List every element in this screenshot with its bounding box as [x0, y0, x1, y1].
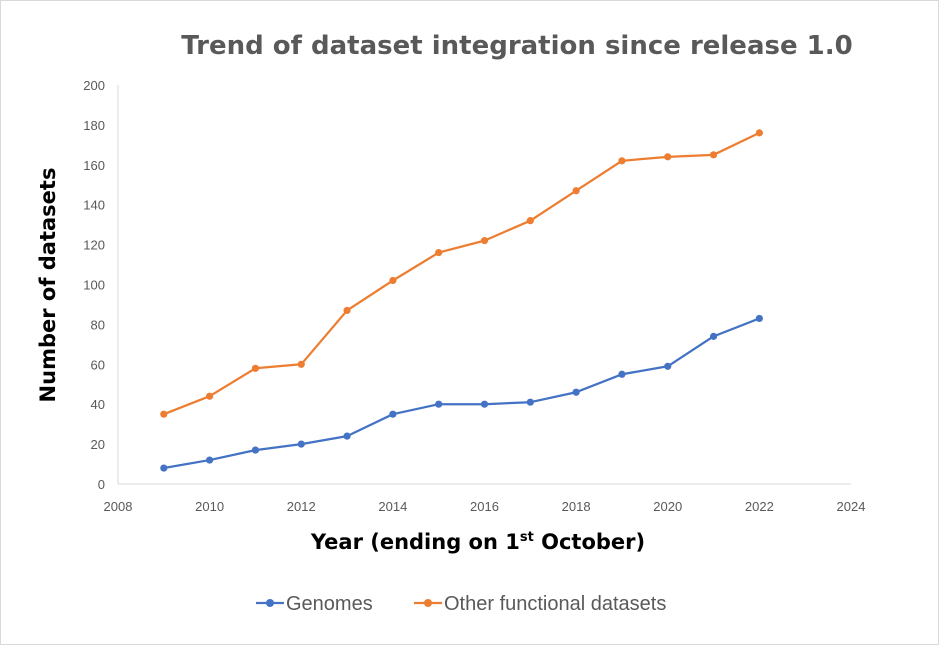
data-point-other-functional-datasets	[755, 129, 763, 137]
x-tick-label: 2010	[195, 499, 224, 514]
data-point-other-functional-datasets	[618, 157, 626, 165]
data-point-other-functional-datasets	[297, 360, 305, 368]
data-point-other-functional-datasets	[343, 306, 351, 315]
series-other-functional-datasets	[160, 129, 763, 418]
data-point-other-functional-datasets	[572, 187, 580, 195]
data-point-genomes	[572, 388, 580, 396]
x-axis-title-rest: October)	[534, 530, 645, 554]
y-axis-ticks: 0 20 40 60 80 100 120 140 160 180 200	[83, 78, 105, 492]
y-tick-label: 40	[91, 397, 105, 412]
x-tick-label: 2020	[653, 499, 682, 514]
x-axis-title-sup: st	[520, 530, 534, 545]
series-layer	[160, 129, 763, 472]
y-axis-title: Number of datasets	[36, 168, 60, 403]
legend-item-genomes: Genomes	[256, 593, 373, 615]
data-point-other-functional-datasets	[435, 248, 443, 257]
data-point-genomes	[160, 464, 168, 472]
x-axis-title-main: Year (ending on 1	[310, 530, 520, 554]
legend-item-other-functional-datasets: Other functional datasets	[414, 593, 666, 615]
data-point-other-functional-datasets	[526, 217, 534, 225]
y-tick-label: 20	[91, 437, 105, 452]
data-point-genomes	[480, 400, 489, 408]
x-tick-label: 2012	[287, 499, 316, 514]
data-point-other-functional-datasets	[251, 364, 260, 372]
data-point-genomes	[206, 456, 214, 464]
data-point-genomes	[618, 370, 626, 378]
y-tick-label: 140	[83, 198, 105, 213]
y-tick-label: 120	[83, 238, 105, 253]
data-point-other-functional-datasets	[709, 151, 718, 159]
x-tick-label: 2022	[745, 499, 774, 514]
legend-marker-other-functional-datasets	[424, 599, 432, 607]
series-genomes	[160, 314, 763, 472]
x-tick-label: 2018	[562, 499, 591, 514]
data-point-genomes	[343, 432, 351, 440]
legend-marker-genomes	[266, 599, 274, 607]
legend: Genomes Other functional datasets	[256, 593, 666, 615]
x-tick-label: 2008	[104, 499, 133, 514]
data-point-other-functional-datasets	[389, 276, 397, 285]
data-point-genomes	[297, 440, 305, 448]
series-line-genomes	[163, 317, 760, 470]
data-point-genomes	[389, 410, 397, 418]
y-tick-label: 80	[91, 317, 105, 332]
chart-title: Trend of dataset integration since relea…	[181, 31, 852, 61]
data-point-genomes	[755, 314, 763, 323]
legend-label-genomes: Genomes	[286, 593, 373, 615]
x-tick-label: 2014	[378, 499, 407, 514]
data-point-other-functional-datasets	[160, 410, 168, 418]
data-point-other-functional-datasets	[206, 392, 214, 400]
y-tick-label: 60	[91, 357, 105, 372]
data-point-genomes	[709, 332, 718, 340]
y-tick-label: 200	[83, 78, 105, 93]
data-point-genomes	[526, 398, 534, 406]
y-tick-label: 160	[83, 158, 105, 173]
x-axis-ticks: 2008 2010 2012 2014 2016 2018 2020 2022 2024	[104, 499, 866, 514]
data-point-genomes	[435, 400, 443, 408]
x-tick-label: 2016	[470, 499, 499, 514]
data-point-other-functional-datasets	[664, 153, 672, 161]
y-tick-label: 180	[83, 118, 105, 133]
series-line-other-functional-datasets	[163, 131, 760, 416]
x-tick-label: 2024	[837, 499, 866, 514]
data-point-genomes	[664, 362, 672, 370]
y-tick-label: 100	[83, 278, 105, 293]
legend-label-other-functional-datasets: Other functional datasets	[444, 593, 666, 615]
data-point-genomes	[251, 446, 260, 454]
y-tick-label: 0	[98, 477, 105, 492]
x-axis-title: Year (ending on 1st October)	[310, 530, 645, 554]
data-point-other-functional-datasets	[480, 237, 489, 245]
